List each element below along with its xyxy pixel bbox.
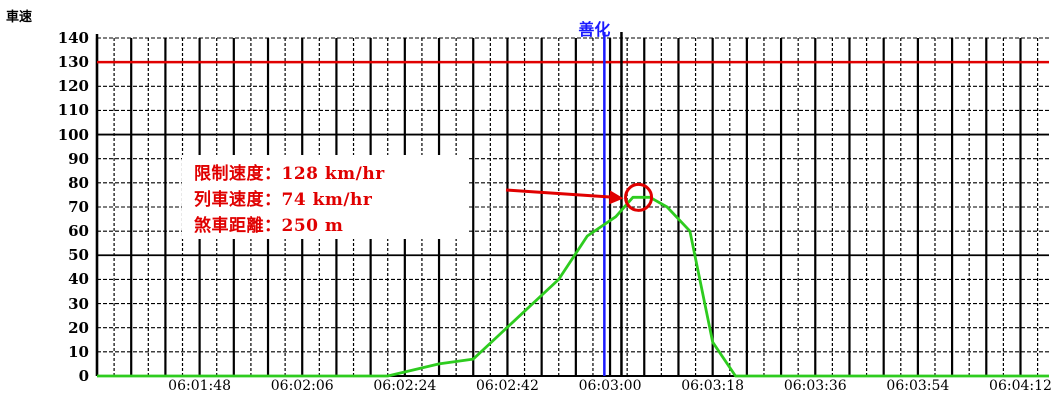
x-tick-label: 06:04:12 — [989, 378, 1051, 394]
x-tick-label: 06:02:06 — [270, 378, 334, 394]
station-marker-label: 善化 — [578, 20, 611, 39]
y-tick-label: 90 — [68, 149, 89, 168]
peak-speed-highlight — [624, 182, 654, 212]
y-tick-label: 50 — [68, 246, 89, 265]
y-tick-label: 70 — [68, 198, 89, 216]
annotation-box: 限制速度：128 km/hr 列車速度：74 km/hr 煞車距離：250 m — [182, 155, 468, 239]
annotation-arrow — [505, 188, 616, 199]
x-tick-label: 06:02:24 — [373, 378, 437, 394]
x-tick-label: 06:03:36 — [783, 378, 847, 394]
y-tick-label: 30 — [68, 294, 89, 313]
y-tick-label: 80 — [68, 173, 89, 192]
y-tick-label: 110 — [57, 101, 89, 120]
x-tick-label: 06:03:18 — [681, 378, 745, 394]
annotation-speed-limit: 限制速度：128 km/hr — [194, 164, 385, 184]
y-tick-label: 120 — [57, 77, 89, 96]
x-tick-label: 06:03:54 — [886, 378, 950, 394]
y-tick-label: 140 — [57, 29, 89, 47]
y-tick-label: 20 — [68, 318, 89, 337]
y-tick-label: 10 — [68, 342, 89, 361]
x-tick-label: 06:01:48 — [168, 378, 232, 394]
y-tick-label: 40 — [68, 270, 89, 289]
train-speed-line — [97, 195, 1049, 378]
y-tick-label: 0 — [78, 367, 89, 385]
y-tick-label: 100 — [57, 125, 89, 144]
y-axis-label: 車速 — [6, 10, 33, 25]
annotation-train-speed: 列車速度：74 km/hr — [194, 190, 373, 210]
x-tick-label: 06:03:00 — [578, 378, 642, 394]
x-tick-label: 06:02:42 — [475, 378, 539, 394]
annotation-braking-distance: 煞車距離：250 m — [194, 216, 344, 236]
annotation-arrowhead — [609, 190, 624, 205]
y-tick-label: 60 — [68, 222, 89, 241]
y-tick-label: 130 — [57, 53, 89, 72]
